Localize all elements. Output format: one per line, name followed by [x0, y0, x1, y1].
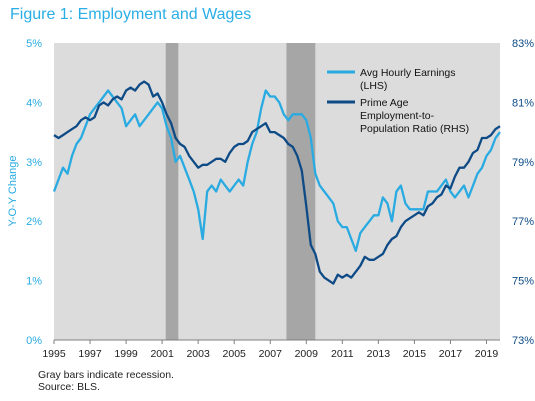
y2-tick-label: 81%: [512, 97, 534, 109]
x-tick-label: 2017: [439, 348, 463, 360]
y2-tick-label: 77%: [512, 216, 534, 228]
y-tick-label: 2%: [26, 216, 42, 228]
y2-tick-label: 73%: [512, 335, 534, 347]
x-tick-label: 1995: [42, 348, 66, 360]
x-tick-label: 2003: [186, 348, 210, 360]
x-tick-label: 2011: [331, 348, 354, 360]
axes: 0% 1% 2% 3% 4% 5% 73% 75% 77% 79% 81% 83% 1995 1997 19…: [26, 38, 534, 360]
x-tick-label: 2015: [403, 348, 427, 360]
legend: Avg Hourly Earnings (LHS) Prime Age Employm…: [327, 67, 469, 135]
footnote: Gray bars indicate recession. Source: BL…: [38, 369, 174, 393]
series-lines: [52, 80, 501, 285]
y2-tick-label: 75%: [512, 276, 534, 288]
x-tick-label: 1997: [78, 348, 102, 360]
legend-employment-label: Prime Age Employment-to-Population Ratio …: [360, 97, 469, 135]
footnote-recession-note: Gray bars indicate recession.: [38, 369, 174, 381]
plot-background: [54, 43, 500, 340]
y-tick-label: 3%: [26, 157, 42, 169]
y-tick-label: 4%: [26, 97, 42, 109]
y-tick-label: 5%: [26, 38, 42, 50]
footnote-source: Source: BLS.: [38, 381, 100, 393]
series-line-earnings: [52, 89, 501, 253]
x-tick-label: 2013: [367, 348, 391, 360]
x-tick-label: 1999: [114, 348, 138, 360]
legend-earnings-label: Avg Hourly Earnings (LHS): [360, 67, 456, 92]
y-axis-label: Y-O-Y Change: [7, 156, 19, 227]
x-tick-label: 2007: [259, 348, 283, 360]
x-tick-label: 2005: [223, 348, 247, 360]
recession-bar-2: [286, 43, 316, 340]
series-line-employment: [53, 80, 501, 285]
y2-tick-label: 83%: [512, 38, 534, 50]
y-tick-label: 1%: [26, 276, 42, 288]
y2-tick-label: 79%: [512, 157, 534, 169]
x-tick-label: 2001: [150, 348, 174, 360]
x-tick-label: 2009: [295, 348, 319, 360]
y-tick-label: 0%: [26, 335, 42, 347]
recession-bar-1: [165, 43, 179, 340]
x-tick-label: 2019: [475, 348, 499, 360]
chart-title: Figure 1: Employment and Wages: [10, 6, 252, 23]
